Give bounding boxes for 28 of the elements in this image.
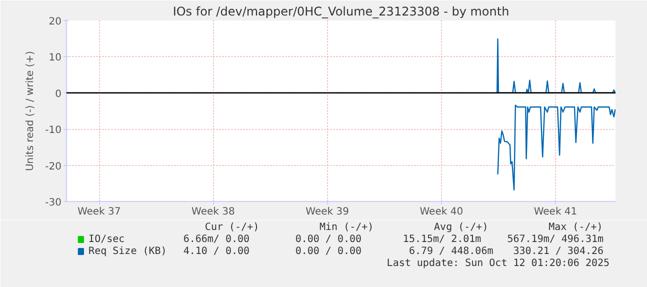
chart-title: IOs for /dev/mapper/0HC_Volume_23123308 - by month bbox=[172, 4, 510, 18]
x-tick-label: Week 38 bbox=[192, 206, 235, 218]
y-tick-label: 10 bbox=[48, 52, 62, 64]
y-axis-title: Units read (-) / write (+) bbox=[25, 50, 36, 172]
y-tick-label: 0 bbox=[55, 88, 62, 100]
y-tick-label: -20 bbox=[45, 161, 62, 172]
text: 0.00 / 0.00 bbox=[295, 234, 362, 245]
text: Max (-/+) bbox=[548, 222, 603, 233]
y-tick-label: -30 bbox=[45, 198, 62, 208]
x-tick-label: Week 39 bbox=[306, 206, 349, 218]
y-tick-label: 20 bbox=[48, 16, 62, 28]
text: 567.19m/ 496.31m bbox=[507, 234, 604, 245]
legend-label: IO/sec bbox=[88, 234, 125, 245]
text: Avg (-/+) bbox=[434, 222, 488, 233]
text: Cur (-/+) bbox=[204, 222, 260, 233]
legend-label: Req Size (KB) bbox=[88, 246, 167, 257]
text: 330.21 / 304.26 bbox=[513, 246, 604, 257]
y-tick-label: -10 bbox=[45, 125, 62, 136]
text: 0.00 / 0.00 bbox=[295, 246, 362, 257]
text: Last update: Sun Oct 12 01:20:06 2025 bbox=[386, 258, 610, 269]
text: 15.15m/ 2.01m bbox=[402, 234, 482, 245]
text: 6.66m/ 0.00 bbox=[183, 234, 250, 245]
text: 4.10 / 0.00 bbox=[183, 246, 250, 257]
x-tick-label: Week 40 bbox=[420, 206, 464, 218]
x-tick-label: Week 41 bbox=[534, 206, 578, 218]
text: Min (-/+) bbox=[319, 222, 374, 233]
x-tick-label: Week 37 bbox=[77, 206, 121, 218]
text: 6.79 / 448.06m bbox=[408, 246, 494, 257]
